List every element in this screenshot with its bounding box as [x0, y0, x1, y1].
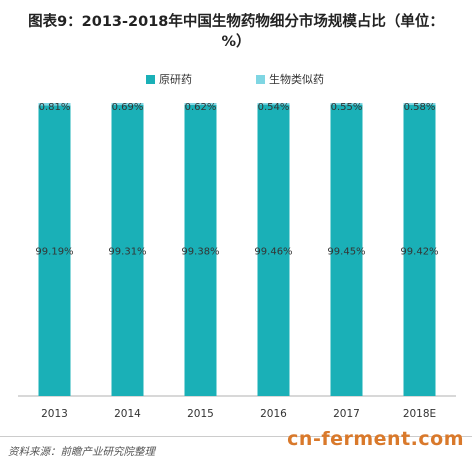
data-label-2016-series-0: 99.46% — [254, 246, 292, 257]
bar-2017-series-1 — [330, 103, 363, 105]
footer-divider — [0, 436, 472, 437]
bar-2013-series-1 — [38, 103, 71, 106]
bar-2016-series-0 — [257, 104, 290, 396]
data-label-2016-series-1: 0.54% — [258, 102, 290, 113]
legend-swatch-biosimilar — [256, 74, 265, 84]
data-label-2014-series-1: 0.69% — [112, 102, 144, 113]
legend-item-original-drug: 原研药 — [146, 71, 192, 87]
source-note: 资料来源：前瞻产业研究院整理 — [8, 446, 155, 458]
bar-2018E-series-1 — [403, 103, 436, 105]
bar-2014-series-1 — [111, 103, 144, 106]
x-tick-label-2018E: 2018E — [403, 408, 436, 420]
chart-title: 图表9：2013-2018年中国生物药物细分市场规模占比（单位：%） — [28, 14, 444, 50]
legend-swatch-original-drug — [146, 74, 155, 84]
data-label-2017-series-1: 0.55% — [331, 102, 363, 113]
x-tick-label-2016: 2016 — [260, 408, 287, 420]
x-tick-label-2015: 2015 — [187, 408, 214, 420]
data-label-2018E-series-1: 0.58% — [404, 102, 436, 113]
legend: 原研药 生物类似药 — [0, 71, 472, 87]
bar-2017-series-0 — [330, 104, 363, 396]
data-label-2015-series-1: 0.62% — [185, 102, 217, 113]
legend-label-original-drug: 原研药 — [159, 73, 192, 86]
legend-label-biosimilar: 生物类似药 — [269, 73, 324, 86]
x-tick-label-2013: 2013 — [41, 408, 68, 420]
x-tick-label-2014: 2014 — [114, 408, 141, 420]
data-label-2013-series-1: 0.81% — [39, 102, 71, 113]
data-label-2014-series-0: 99.31% — [108, 247, 146, 258]
data-label-2013-series-0: 99.19% — [35, 247, 73, 258]
data-label-2017-series-0: 99.45% — [327, 246, 365, 257]
bar-2015-series-1 — [184, 103, 217, 105]
legend-item-biosimilar: 生物类似药 — [256, 71, 324, 87]
data-label-2018E-series-0: 99.42% — [400, 246, 438, 257]
bar-2016-series-1 — [257, 103, 290, 105]
data-label-2015-series-0: 99.38% — [181, 246, 219, 257]
bar-2013-series-0 — [38, 105, 71, 397]
site-watermark: cn-ferment.com — [287, 428, 464, 450]
bar-2018E-series-0 — [403, 104, 436, 396]
bar-2015-series-0 — [184, 104, 217, 397]
bar-2014-series-0 — [111, 105, 144, 396]
x-tick-label-2017: 2017 — [333, 408, 360, 420]
